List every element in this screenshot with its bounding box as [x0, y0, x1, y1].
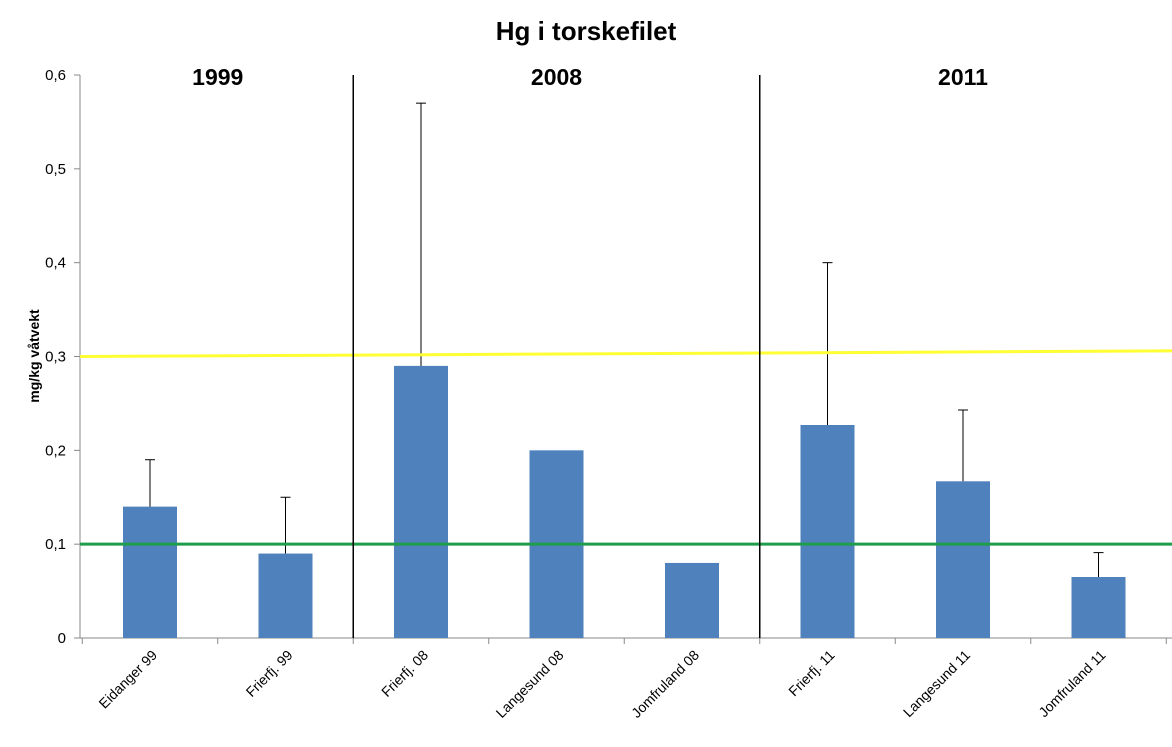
bar [665, 562, 719, 638]
y-axis-label: mg/kg våtvekt [26, 309, 42, 403]
y-tick-label: 0,6 [45, 67, 66, 84]
x-tick-label: Langesund 08 [493, 647, 567, 721]
bar [1071, 577, 1126, 638]
y-tick-label: 0,5 [45, 161, 66, 178]
bar [800, 424, 855, 638]
x-tick-label: Frierfj. 99 [242, 647, 295, 700]
bar [394, 365, 448, 638]
group-label: 2008 [531, 64, 582, 90]
y-tick-label: 0,1 [45, 536, 66, 553]
bar [936, 481, 990, 638]
x-tick-label: Frierfj. 11 [785, 647, 838, 700]
x-tick-label: Eidanger 99 [95, 647, 160, 712]
y-tick-label: 0,3 [45, 349, 66, 366]
chart-title: Hg i torskefilet [496, 16, 677, 46]
y-tick-label: 0,4 [45, 255, 66, 272]
bar [123, 506, 177, 638]
bar [258, 553, 313, 638]
x-tick-label: Jomfruland 08 [628, 647, 702, 721]
y-tick-label: 0 [58, 630, 66, 647]
x-tick-label: Jomfruland 11 [1035, 647, 1108, 720]
group-label: 1999 [192, 64, 243, 90]
x-tick-label: Frierfj. 08 [378, 647, 431, 700]
reference-line [79, 349, 1172, 358]
y-tick-label: 0,2 [45, 442, 66, 459]
x-tick-label: Langesund 11 [900, 647, 973, 720]
plot-area: 0 0,1 0,2 0,3 0,4 0,5 0,6 1999 2008 2011 Eidanger … [45, 64, 1172, 721]
group-label: 2011 [938, 64, 988, 90]
